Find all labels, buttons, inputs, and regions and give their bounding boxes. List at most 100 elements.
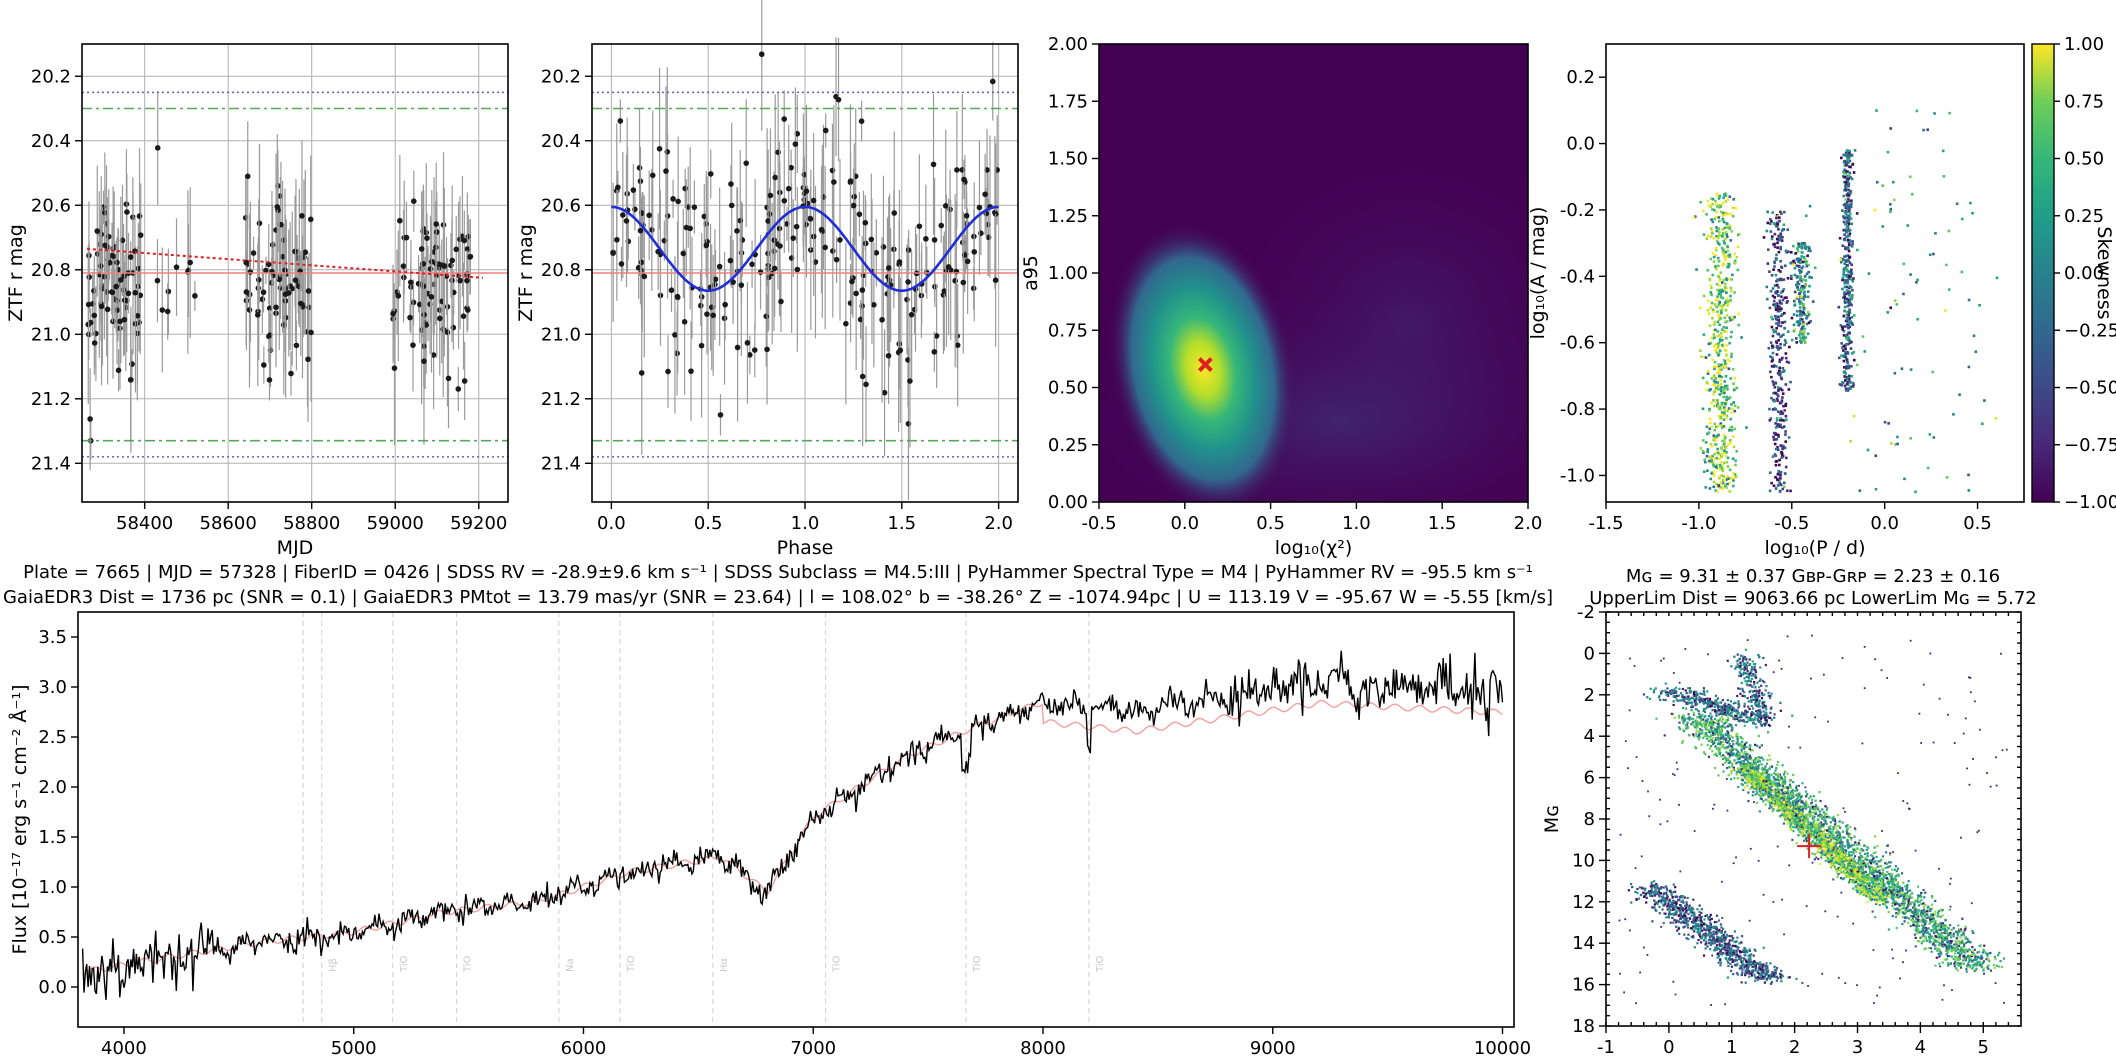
data-point — [1848, 303, 1851, 307]
data-point — [1710, 336, 1713, 340]
data-point — [1717, 313, 1720, 317]
x-tick-label: -0.5 — [1081, 513, 1116, 534]
data-point — [259, 296, 266, 303]
star — [1987, 964, 1990, 967]
data-point — [1717, 342, 1720, 345]
star — [1858, 843, 1861, 846]
star — [1757, 756, 1760, 759]
data-point — [1790, 251, 1793, 254]
data-point — [1972, 334, 1976, 338]
data-point — [1720, 391, 1724, 395]
star — [1720, 728, 1724, 731]
star — [1882, 878, 1885, 881]
data-point — [154, 277, 161, 284]
star — [1863, 852, 1867, 856]
data-point — [1778, 219, 1781, 223]
star — [1875, 874, 1878, 878]
data-point — [1780, 334, 1784, 338]
data-point — [1845, 342, 1848, 346]
data-point — [1717, 315, 1721, 319]
star — [1900, 902, 1903, 905]
star — [1939, 908, 1942, 911]
star — [1703, 751, 1706, 754]
star — [1964, 925, 1967, 928]
data-point — [1723, 451, 1726, 454]
data-point — [1873, 208, 1877, 212]
star — [1871, 879, 1874, 882]
star — [1870, 865, 1873, 869]
star — [1955, 967, 1958, 970]
star — [1742, 752, 1745, 755]
star — [1876, 877, 1879, 880]
star — [1735, 752, 1738, 755]
data-point — [818, 226, 825, 233]
data-point — [1714, 400, 1718, 404]
data-point — [1803, 313, 1807, 317]
data-point — [1772, 381, 1775, 385]
data-point — [1847, 182, 1851, 185]
star — [1901, 907, 1904, 910]
data-point — [256, 220, 263, 227]
data-point — [1846, 273, 1849, 277]
data-point — [1768, 222, 1772, 226]
data-point — [1721, 214, 1724, 218]
data-point — [1772, 435, 1775, 439]
data-point — [697, 302, 704, 309]
data-point — [1716, 447, 1719, 451]
data-point — [1782, 419, 1786, 422]
star — [1856, 843, 1859, 846]
data-point — [1779, 234, 1782, 237]
star — [1729, 751, 1732, 755]
data-point — [269, 242, 276, 248]
data-point — [1730, 230, 1734, 233]
data-point — [675, 198, 681, 205]
data-point — [1714, 389, 1717, 392]
data-point — [1776, 225, 1780, 229]
data-point — [423, 322, 429, 328]
data-point — [453, 246, 460, 253]
data-point — [173, 264, 180, 270]
star — [1744, 755, 1747, 758]
star — [1830, 853, 1833, 856]
star — [1806, 847, 1809, 850]
y-tick-label: 1.75 — [1048, 91, 1088, 112]
star — [1870, 854, 1873, 857]
data-point — [1779, 371, 1783, 374]
data-point — [1840, 156, 1843, 160]
data-point — [436, 261, 442, 267]
data-point — [1847, 366, 1851, 370]
data-point — [1770, 365, 1774, 368]
data-point — [1778, 301, 1782, 305]
data-point — [1710, 286, 1713, 290]
data-point — [1800, 266, 1804, 270]
star — [1910, 901, 1913, 904]
data-point — [395, 293, 402, 299]
star — [1758, 793, 1761, 796]
data-point — [618, 261, 625, 267]
data-point — [263, 267, 269, 274]
star — [1692, 713, 1696, 717]
star — [1716, 754, 1719, 758]
data-point — [1722, 395, 1726, 399]
data-point — [1802, 333, 1806, 337]
data-point — [1798, 322, 1802, 326]
star — [1946, 954, 1950, 958]
star — [1968, 958, 1971, 961]
star — [1770, 765, 1774, 768]
star — [1897, 892, 1901, 895]
data-point — [868, 236, 875, 243]
star — [1794, 803, 1797, 806]
data-point — [1793, 304, 1796, 307]
star — [1940, 931, 1944, 935]
data-point — [859, 373, 866, 380]
data-point — [781, 116, 788, 122]
data-point — [154, 145, 161, 151]
star — [1872, 874, 1876, 878]
data-point — [1726, 482, 1729, 486]
data-point — [1717, 230, 1721, 234]
data-point — [1807, 270, 1810, 274]
star — [1976, 951, 1979, 954]
star — [1770, 773, 1773, 776]
data-point — [1843, 281, 1847, 285]
star — [1959, 966, 1963, 969]
